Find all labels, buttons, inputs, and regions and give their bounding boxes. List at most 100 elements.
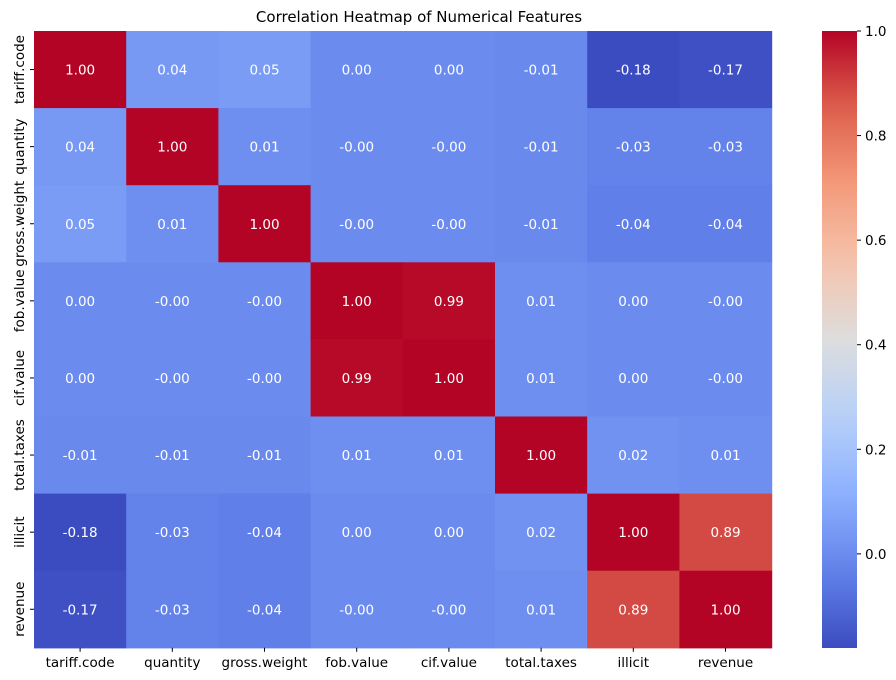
heatmap-cell	[402, 262, 496, 340]
heatmap-cell	[679, 185, 773, 263]
cell-annotation: 1.00	[342, 294, 372, 310]
heatmap-cell	[218, 108, 312, 186]
y-tick-label: revenue	[12, 582, 28, 637]
cell-annotation: -0.04	[247, 602, 282, 618]
cell-annotation: 1.00	[526, 448, 556, 464]
heatmap-cell	[218, 185, 312, 263]
cell-annotation: 0.02	[526, 525, 556, 541]
colorbar-tick-label: 0.2	[865, 442, 886, 458]
cell-annotation: -0.00	[708, 371, 743, 387]
cell-annotation: 0.00	[65, 371, 95, 387]
cell-annotation: 0.89	[710, 525, 740, 541]
heatmap-cell	[126, 570, 219, 649]
cell-annotation: -0.01	[524, 140, 559, 156]
x-tick-label: cif.value	[421, 655, 477, 671]
heatmap-cell	[218, 339, 312, 418]
cell-annotation: -0.00	[339, 602, 374, 618]
heatmap-cell	[126, 339, 219, 418]
cell-annotation: 1.00	[710, 602, 740, 618]
heatmap-cell	[34, 185, 127, 263]
cell-annotation: 0.99	[342, 371, 372, 387]
cell-annotation: -0.01	[247, 448, 282, 464]
cell-annotation: 0.01	[710, 448, 740, 464]
x-tick-label: fob.value	[325, 655, 388, 671]
x-tick-label: quantity	[144, 655, 200, 671]
cell-annotation: 0.01	[342, 448, 372, 464]
x-tick-label: gross.weight	[222, 655, 308, 671]
heatmap-cell	[679, 108, 773, 186]
cell-annotation: -0.04	[247, 525, 282, 541]
heatmap-cell	[126, 416, 219, 495]
cell-annotation: -0.00	[431, 602, 466, 618]
x-tick-label: total.taxes	[505, 655, 577, 671]
cell-annotation: 0.00	[434, 525, 464, 541]
heatmap-cell	[126, 31, 219, 109]
cell-annotation: -0.17	[63, 602, 98, 618]
cell-annotation: -0.01	[524, 217, 559, 233]
cell-annotation: 0.00	[618, 371, 648, 387]
heatmap-cell	[679, 570, 773, 649]
heatmap-cell	[34, 493, 127, 572]
heatmap-cell	[587, 339, 680, 418]
heatmap-cell	[587, 108, 680, 186]
heatmap-cell	[126, 108, 219, 186]
cell-annotation: -0.00	[339, 217, 374, 233]
y-tick-label: cif.value	[12, 350, 28, 406]
y-axis: tariff.code quantity gross.weight fob.value…	[12, 35, 34, 637]
heatmap-cell	[495, 185, 588, 263]
heatmap-cell	[34, 31, 127, 109]
heatmap-cell	[126, 262, 219, 340]
y-tick-label: tariff.code	[12, 35, 28, 104]
cell-annotation: 0.99	[434, 294, 464, 310]
heatmap-cell	[126, 185, 219, 263]
cell-annotation: 0.01	[157, 217, 187, 233]
cell-annotation: 1.00	[157, 140, 187, 156]
y-tick-label: gross.weight	[12, 181, 28, 267]
heatmap-cell	[402, 416, 496, 495]
cell-annotation: 0.00	[342, 525, 372, 541]
heatmap-cell	[587, 493, 680, 572]
heatmap-cell	[218, 31, 312, 109]
heatmap-cell	[310, 570, 404, 649]
colorbar: 0.0 0.2 0.4 0.6 0.8 1.0	[822, 24, 886, 648]
heatmap-cells: 1.00 0.04 0.05 0.00 0.00 -0.01 -0.18 -0.17 0.04 1…	[34, 31, 773, 649]
heatmap-cell	[34, 416, 127, 495]
heatmap-cell	[310, 339, 404, 418]
cell-annotation: -0.00	[155, 294, 190, 310]
cell-annotation: 0.05	[65, 217, 95, 233]
cell-annotation: 0.01	[526, 294, 556, 310]
heatmap-cell	[495, 570, 588, 649]
heatmap-cell	[126, 493, 219, 572]
y-tick-label: fob.value	[12, 269, 28, 332]
colorbar-tick-label: 0.0	[865, 547, 886, 563]
heatmap-cell	[34, 108, 127, 186]
cell-annotation: 0.04	[157, 63, 187, 79]
cell-annotation: -0.03	[155, 602, 190, 618]
heatmap-cell	[587, 570, 680, 649]
cell-annotation: 1.00	[249, 217, 279, 233]
heatmap-cell	[679, 31, 773, 109]
heatmap-cell	[495, 262, 588, 340]
x-tick-label: tariff.code	[46, 655, 115, 671]
cell-annotation: 0.01	[526, 602, 556, 618]
heatmap-cell	[495, 416, 588, 495]
heatmap-cell	[679, 262, 773, 340]
heatmap-cell	[679, 339, 773, 418]
heatmap-cell	[310, 31, 404, 109]
x-tick-label: revenue	[698, 655, 753, 671]
heatmap-cell	[402, 185, 496, 263]
heatmap-cell	[679, 416, 773, 495]
heatmap-cell	[310, 416, 404, 495]
heatmap-cell	[587, 416, 680, 495]
cell-annotation: 0.00	[434, 63, 464, 79]
heatmap-cell	[679, 493, 773, 572]
cell-annotation: -0.01	[63, 448, 98, 464]
cell-annotation: -0.00	[708, 294, 743, 310]
heatmap-cell	[587, 31, 680, 109]
heatmap-cell	[310, 185, 404, 263]
cell-annotation: 1.00	[618, 525, 648, 541]
cell-annotation: 0.02	[618, 448, 648, 464]
colorbar-gradient	[822, 31, 857, 648]
cell-annotation: -0.04	[616, 217, 651, 233]
